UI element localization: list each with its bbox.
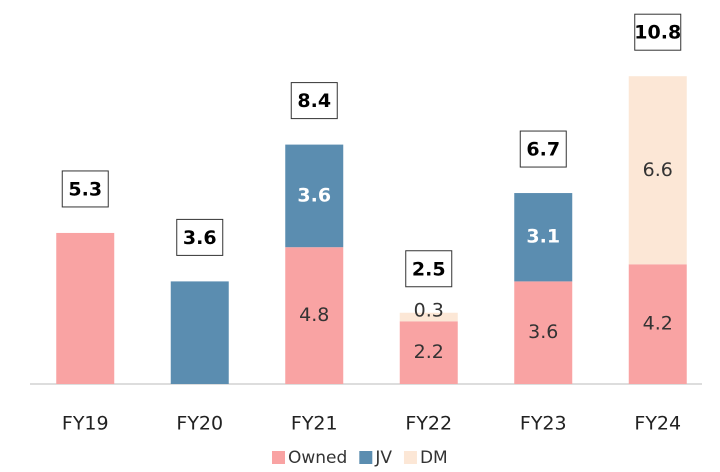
- bar-segment: [285, 144, 344, 248]
- legend-label: JV: [374, 448, 392, 468]
- legend-label: DM: [420, 448, 448, 468]
- x-tick-label: FY24: [634, 413, 681, 435]
- segment-label: 0.3: [414, 299, 444, 321]
- total-label: 5.3: [68, 178, 102, 200]
- legend-swatch: [272, 451, 285, 464]
- x-tick-label: FY23: [520, 413, 567, 435]
- total-box: [405, 250, 453, 288]
- total-label: 6.7: [526, 139, 560, 161]
- segment-label: 2.2: [414, 341, 444, 363]
- bar-segment: [56, 232, 115, 384]
- legend-label: Owned: [288, 448, 347, 468]
- segment-label: 3.6: [528, 321, 558, 343]
- total-label: 10.8: [634, 22, 681, 44]
- bar-segment: [628, 264, 687, 384]
- segment-label: 4.8: [299, 304, 329, 326]
- segment-label: 3.6: [297, 184, 331, 206]
- x-tick-label: FY20: [176, 413, 223, 435]
- total-box: [634, 13, 682, 51]
- legend-swatch: [359, 451, 373, 464]
- total-box: [519, 130, 567, 168]
- bar-segment: [285, 247, 344, 384]
- x-tick-label: FY22: [405, 413, 452, 435]
- total-label: 2.5: [412, 258, 446, 280]
- segment-label: 6.6: [643, 159, 673, 181]
- total-label: 8.4: [297, 90, 331, 112]
- total-box: [176, 218, 224, 256]
- total-box: [61, 170, 109, 208]
- bar-segment: [514, 281, 573, 384]
- bar-segment: [399, 321, 458, 384]
- legend-swatch: [403, 451, 417, 464]
- x-tick-label: FY19: [62, 413, 109, 435]
- segment-label: 3.1: [526, 226, 560, 248]
- bar-segment: [514, 193, 573, 282]
- total-label: 3.6: [183, 227, 217, 249]
- bar-segment: [628, 76, 687, 265]
- segment-label: 4.2: [643, 313, 673, 335]
- bar-segment: [170, 281, 229, 384]
- x-tick-label: FY21: [291, 413, 338, 435]
- total-box: [290, 82, 338, 120]
- bar-segment: [399, 312, 458, 322]
